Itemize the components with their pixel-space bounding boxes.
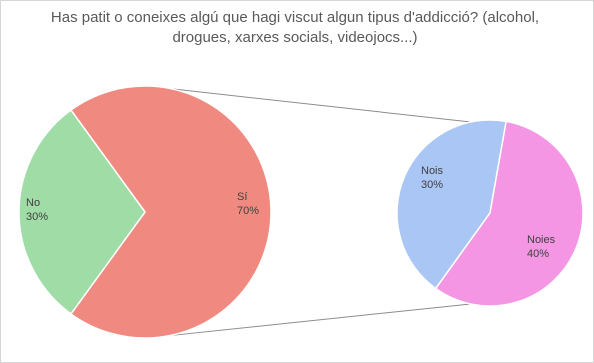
pie-slice-no (18, 109, 146, 315)
slice-label-si: Sí 70% (237, 191, 259, 217)
pie-slice-nois (396, 119, 508, 290)
slice-label-nois: Nois 30% (421, 165, 444, 191)
slice-label-no: No 30% (26, 197, 48, 223)
connector-line-top (171, 88, 471, 123)
pie-slice-noies (434, 120, 584, 307)
chart-title: Has patit o coneixes algú que hagi viscu… (50, 9, 540, 46)
pie-slice-si (69, 85, 272, 339)
slice-label-noies: Noies 40% (527, 234, 556, 260)
connector-line-bottom (168, 303, 471, 337)
